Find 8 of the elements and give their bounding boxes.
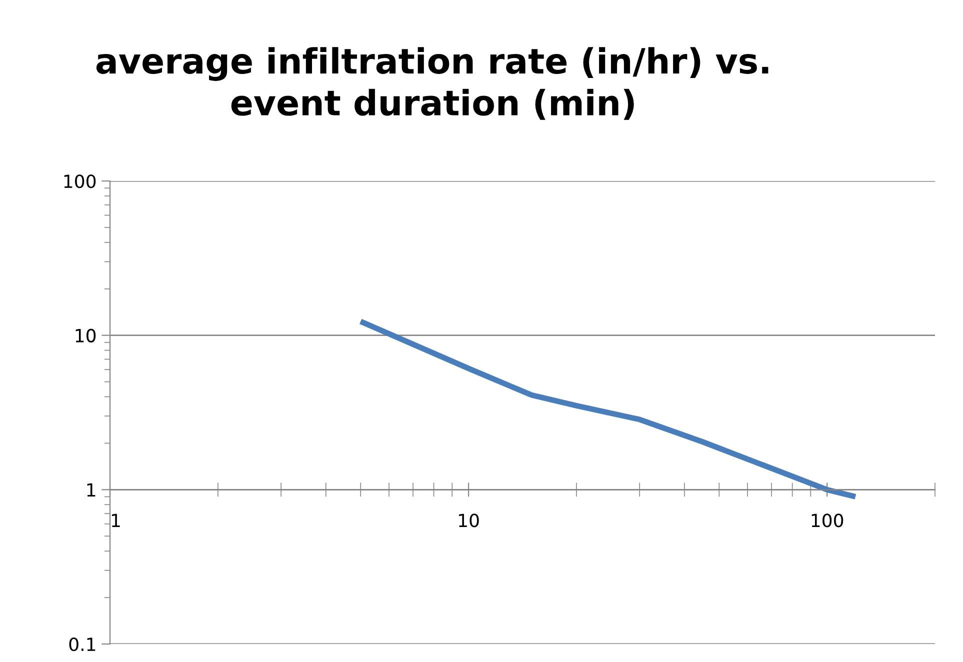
chart-title: average infiltration rate (in/hr) vs. event duration (min)	[96, 47, 768, 120]
y-tick-label: 0.1	[69, 637, 96, 652]
x-tick-label: 1	[112, 514, 120, 527]
x-tick-label: 100	[812, 514, 844, 528]
x-tick-label: 10	[459, 514, 479, 528]
y-tick-label: 100	[64, 174, 96, 188]
y-tick-label: 10	[76, 328, 96, 342]
y-tick-label: 1	[87, 483, 96, 497]
